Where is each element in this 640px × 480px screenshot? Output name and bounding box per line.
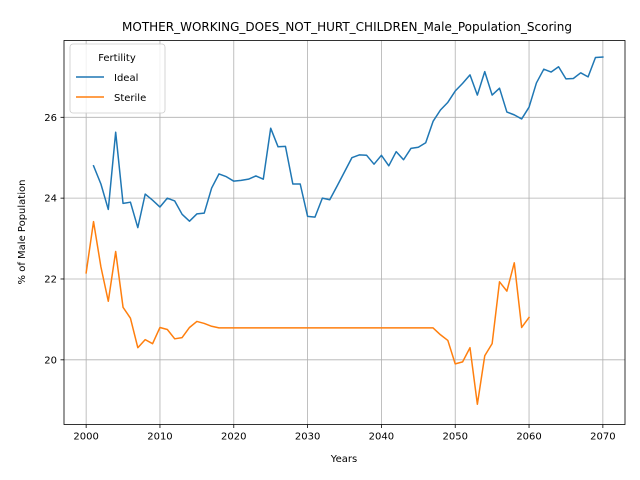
legend-label-ideal: Ideal: [114, 73, 138, 84]
series-layer: [85, 56, 604, 406]
y-tick-label: 26: [44, 113, 57, 124]
x-tick-2000: 2000: [73, 424, 99, 443]
y-axis-label: % of Male Population: [17, 180, 28, 285]
x-tick-2060: 2060: [516, 424, 542, 443]
x-axis-label: Years: [330, 454, 357, 465]
y-tick-label: 24: [44, 194, 57, 205]
legend-title: Fertility: [98, 53, 136, 64]
x-axis: 2000 2010 2020 2030 2040 2050 2060 2070: [73, 424, 616, 443]
chart-title: MOTHER_WORKING_DOES_NOT_HURT_CHILDREN_Ma…: [122, 20, 572, 34]
x-tick-2050: 2050: [442, 424, 468, 443]
y-tick-24: 24: [44, 194, 64, 205]
x-tick-label: 2070: [590, 432, 615, 443]
x-tick-2070: 2070: [590, 424, 616, 443]
x-tick-2030: 2030: [295, 424, 320, 443]
legend-label-sterile: Sterile: [114, 93, 146, 104]
series-line-sterile: [85, 220, 531, 406]
y-tick-20: 20: [44, 355, 64, 366]
y-tick-22: 22: [44, 274, 64, 285]
x-tick-label: 2020: [221, 432, 246, 443]
x-tick-label: 2050: [442, 432, 467, 443]
y-axis: 20 22 24 26: [44, 113, 64, 366]
x-tick-2040: 2040: [369, 424, 394, 443]
x-tick-label: 2030: [295, 432, 320, 443]
legend: Fertility Ideal Sterile: [69, 43, 166, 114]
x-tick-label: 2060: [516, 432, 541, 443]
plot-frame: [63, 40, 626, 425]
x-tick-label: 2040: [369, 432, 394, 443]
y-tick-label: 20: [44, 355, 57, 366]
x-tick-2010: 2010: [147, 424, 173, 443]
x-tick-label: 2000: [73, 432, 98, 443]
x-tick-2020: 2020: [221, 424, 247, 443]
x-tick-label: 2010: [147, 432, 172, 443]
legend-box: [69, 43, 166, 114]
series-line-ideal: [92, 56, 604, 229]
y-tick-26: 26: [44, 113, 64, 124]
y-tick-label: 22: [44, 274, 57, 285]
